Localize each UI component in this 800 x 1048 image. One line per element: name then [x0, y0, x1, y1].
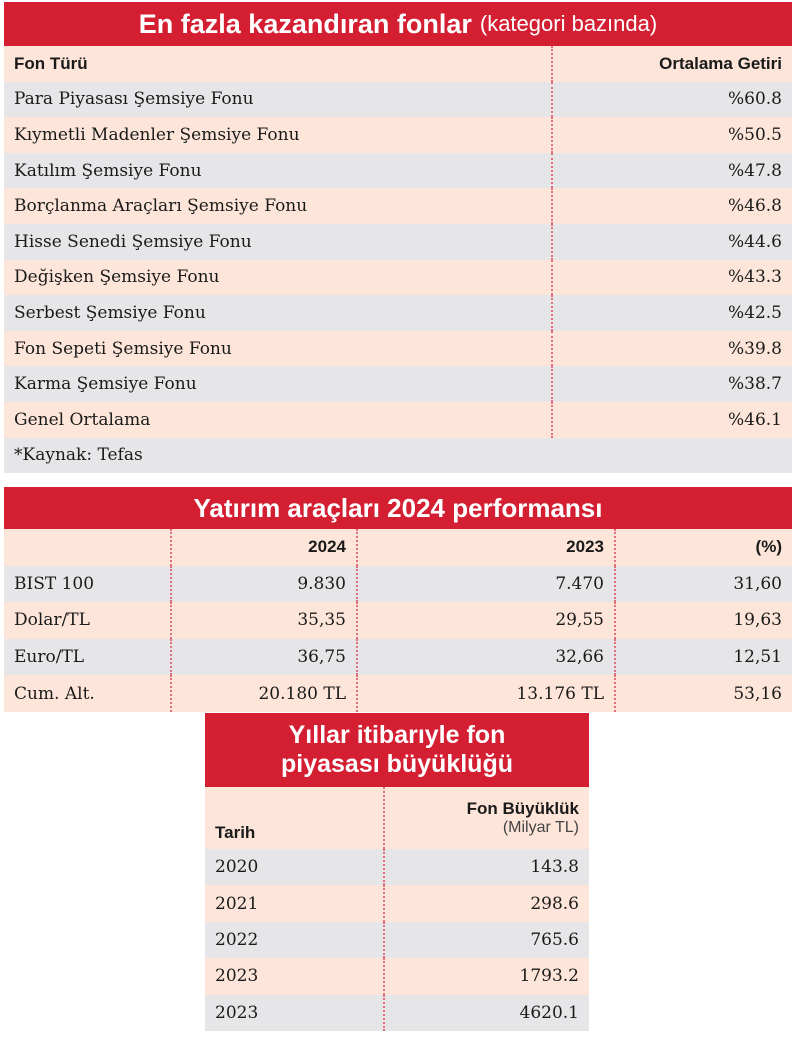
- percent-change-cell: 53,16: [733, 683, 782, 704]
- value-2024-cell: 36,75: [172, 638, 358, 676]
- instrument-cell: BIST 100: [4, 565, 172, 603]
- source-note: *Kaynak: Tefas: [14, 445, 143, 466]
- market-size-title-line1: Yıllar itibarıyle fon: [288, 721, 506, 750]
- value-2024-cell: 20.180 TL: [172, 675, 358, 712]
- average-return-cell: %47.8: [727, 160, 782, 181]
- market-size-title-line2: piyasası büyüklüğü: [280, 750, 513, 778]
- fund-type-cell: Fon Sepeti Şemsiye Fonu: [4, 330, 553, 367]
- average-return-cell: %60.8: [727, 89, 782, 110]
- value-2023-cell: 32,66: [358, 638, 616, 676]
- table-row: Fon Sepeti Şemsiye Fonu %39.8: [4, 330, 792, 367]
- market-size-title-bar: Yıllar itibarıyle fon piyasası büyüklüğü: [205, 713, 589, 787]
- header-percent: (%): [755, 537, 782, 557]
- year-cell: 2021: [205, 885, 385, 922]
- fund-type-cell: Kıymetli Madenler Şemsiye Fonu: [4, 117, 553, 153]
- top-funds-subtitle: (kategori bazında): [479, 11, 658, 36]
- header-fund-size: Fon Büyüklük (Milyar TL): [385, 787, 589, 849]
- fund-market-size-table: Yıllar itibarıyle fon piyasası büyüklüğü…: [205, 713, 589, 1031]
- value-2023-cell: 29,55: [358, 602, 616, 639]
- header-2023: 2023: [358, 529, 616, 566]
- fund-size-cell: 1793.2: [519, 966, 579, 987]
- table-row: Dolar/TL 35,35 29,55 19,63: [4, 602, 792, 639]
- year-cell: 2023: [205, 994, 385, 1031]
- fund-type-cell: Değişken Şemsiye Fonu: [4, 259, 553, 296]
- average-return-cell: %44.6: [727, 231, 782, 252]
- table-row: Para Piyasası Şemsiye Fonu %60.8: [4, 81, 792, 118]
- year-cell: 2020: [205, 849, 385, 886]
- header-fund-type: Fon Türü: [4, 46, 553, 82]
- table-row: 2023 4620.1: [205, 994, 589, 1031]
- percent-change-cell: 19,63: [733, 610, 782, 631]
- header-fund-size-label: Fon Büyüklük: [466, 799, 579, 818]
- table-row: Serbest Şemsiye Fonu %42.5: [4, 295, 792, 331]
- source-row: *Kaynak: Tefas: [4, 437, 792, 474]
- market-size-header-row: Tarih Fon Büyüklük (Milyar TL): [205, 787, 589, 849]
- table-row: Karma Şemsiye Fonu %38.7: [4, 366, 792, 402]
- year-cell: 2022: [205, 921, 385, 959]
- percent-change-cell: 31,60: [733, 573, 782, 594]
- percent-change-cell: 12,51: [733, 647, 782, 668]
- table-row: 2023 1793.2: [205, 958, 589, 995]
- fund-size-cell: 298.6: [530, 893, 579, 914]
- fund-size-cell: 4620.1: [519, 1002, 579, 1023]
- average-return-cell: %42.5: [727, 302, 782, 323]
- table-row: Katılım Şemsiye Fonu %47.8: [4, 152, 792, 189]
- value-2023-cell: 7.470: [358, 565, 616, 603]
- fund-type-cell: Serbest Şemsiye Fonu: [4, 295, 553, 331]
- average-return-cell: %38.7: [727, 374, 782, 395]
- instrument-cell: Cum. Alt.: [4, 675, 172, 712]
- top-funds-body: Para Piyasası Şemsiye Fonu %60.8 Kıymetli …: [4, 81, 792, 438]
- instruments-title: Yatırım araçları 2024 performansı: [193, 492, 603, 523]
- fund-type-cell: Borçlanma Araçları Şemsiye Fonu: [4, 188, 553, 224]
- top-funds-header-row: Fon Türü Ortalama Getiri: [4, 46, 792, 82]
- fund-type-cell: Katılım Şemsiye Fonu: [4, 152, 553, 189]
- table-row: Kıymetli Madenler Şemsiye Fonu %50.5: [4, 117, 792, 153]
- fund-type-cell: Para Piyasası Şemsiye Fonu: [4, 81, 553, 118]
- top-funds-table: En fazla kazandıran fonlar (kategori baz…: [4, 2, 792, 474]
- header-instrument: [4, 529, 172, 566]
- average-return-cell: %50.5: [727, 124, 782, 145]
- table-row: Değişken Şemsiye Fonu %43.3: [4, 259, 792, 296]
- average-return-cell: %46.8: [727, 196, 782, 217]
- average-return-cell: %43.3: [727, 267, 782, 288]
- fund-type-cell: Genel Ortalama: [4, 401, 553, 438]
- top-funds-title-bar: En fazla kazandıran fonlar (kategori baz…: [4, 2, 792, 46]
- value-2024-cell: 9.830: [172, 565, 358, 603]
- instruments-body: BIST 100 9.830 7.470 31,60 Dolar/TL 35,35 29,5…: [4, 565, 792, 712]
- table-row: Genel Ortalama %46.1: [4, 401, 792, 438]
- instruments-performance-table: Yatırım araçları 2024 performansı 2024 2…: [4, 487, 792, 712]
- fund-size-cell: 765.6: [530, 929, 579, 950]
- top-funds-title: En fazla kazandıran fonlar: [138, 8, 472, 39]
- header-2024: 2024: [172, 529, 358, 566]
- instruments-header-row: 2024 2023 (%): [4, 529, 792, 566]
- market-size-body: 2020 143.8 2021 298.6 2022 765.6 2023 1793.2 202…: [205, 849, 589, 1031]
- value-2023-cell: 13.176 TL: [358, 675, 616, 712]
- table-row: 2020 143.8: [205, 849, 589, 886]
- average-return-cell: %39.8: [727, 338, 782, 359]
- table-row: 2021 298.6: [205, 885, 589, 922]
- header-fund-size-unit: (Milyar TL): [502, 819, 579, 836]
- instrument-cell: Euro/TL: [4, 638, 172, 676]
- table-row: Cum. Alt. 20.180 TL 13.176 TL 53,16: [4, 675, 792, 712]
- fund-size-cell: 143.8: [530, 857, 579, 878]
- header-average-return: Ortalama Getiri: [659, 53, 782, 73]
- table-row: BIST 100 9.830 7.470 31,60: [4, 565, 792, 603]
- instrument-cell: Dolar/TL: [4, 602, 172, 639]
- average-return-cell: %46.1: [727, 409, 782, 430]
- instruments-title-bar: Yatırım araçları 2024 performansı: [4, 487, 792, 529]
- table-row: Hisse Senedi Şemsiye Fonu %44.6: [4, 223, 792, 260]
- fund-type-cell: Hisse Senedi Şemsiye Fonu: [4, 223, 553, 260]
- table-row: Euro/TL 36,75 32,66 12,51: [4, 638, 792, 676]
- header-date: Tarih: [205, 787, 385, 849]
- table-row: Borçlanma Araçları Şemsiye Fonu %46.8: [4, 188, 792, 224]
- value-2024-cell: 35,35: [172, 602, 358, 639]
- table-row: 2022 765.6: [205, 921, 589, 959]
- year-cell: 2023: [205, 958, 385, 995]
- fund-type-cell: Karma Şemsiye Fonu: [4, 366, 553, 402]
